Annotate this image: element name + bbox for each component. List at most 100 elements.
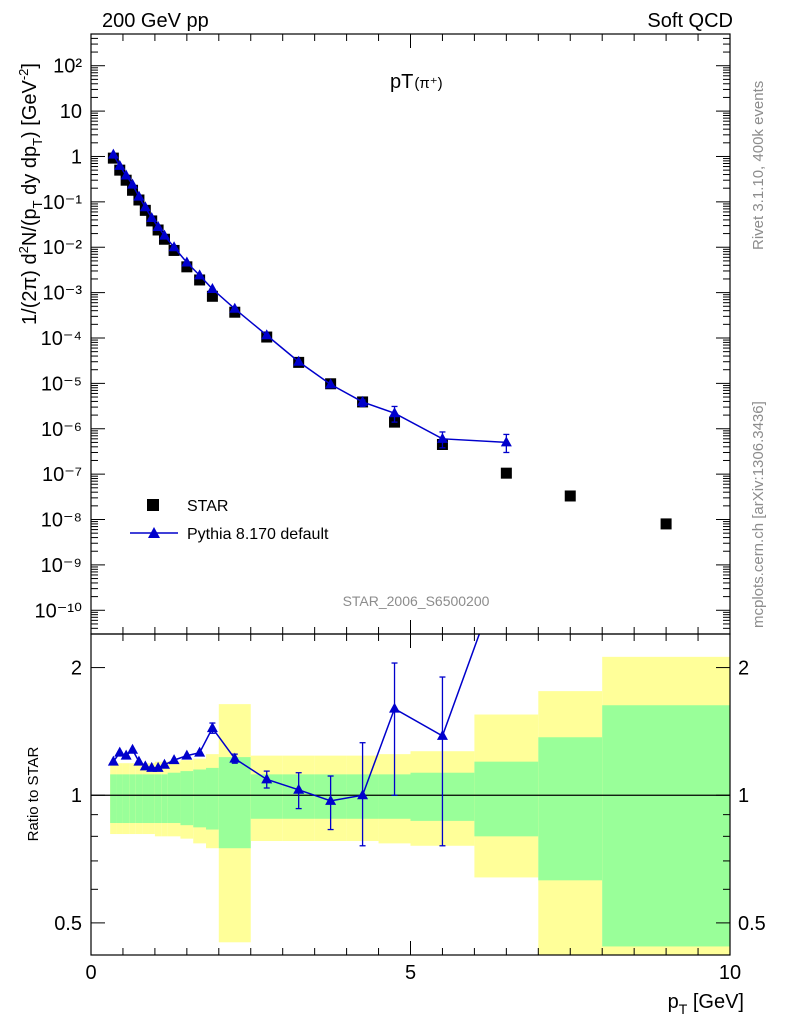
mcplots-info: mcplots.cern.ch [arXiv:1306.3436] (750, 401, 767, 628)
star-point (564, 490, 576, 502)
y-tick-label: 1 (71, 146, 82, 168)
ylabel-part: ) [GeV (19, 79, 41, 137)
band-inner (135, 774, 143, 824)
pythia-point (133, 190, 145, 201)
watermark: STAR_2006_S6500200 (343, 593, 490, 609)
xlabel-part: p (668, 991, 679, 1013)
ratio-point (120, 749, 132, 760)
band-inner (110, 774, 117, 824)
pythia-line (112, 154, 507, 444)
plot-title: pT(π⁺) (390, 71, 443, 93)
y-tick-label: 10⁻² (43, 237, 83, 259)
pythia-point (152, 220, 164, 231)
band-inner (129, 774, 136, 824)
xlabel-sub: T (679, 1001, 688, 1017)
y-tick-label: 10² (53, 56, 82, 78)
pythia-point (158, 229, 170, 240)
ratio-y-tick-label-left: 1 (71, 785, 82, 807)
band-inner (538, 737, 603, 881)
band-inner (218, 757, 251, 849)
y-tick-label: 10 (60, 101, 82, 123)
pythia-point (194, 269, 206, 280)
ratio-point (139, 760, 151, 771)
ratio-series (91, 553, 730, 847)
ylabel-sub: T (30, 200, 45, 208)
pythia-point (146, 212, 158, 223)
ylabel-sup: -2 (16, 69, 31, 81)
y-axis-label-ratio: Ratio to STAR (25, 746, 42, 841)
ylabel-part: ] (19, 63, 41, 69)
ratio-uncertainty-bands (110, 656, 730, 955)
pythia-point (261, 329, 273, 340)
ylabel-part: 1/(2π) d (19, 253, 41, 325)
star-point (181, 261, 193, 273)
ratio-point (206, 722, 218, 733)
pythia-point (206, 283, 218, 294)
band-inner (116, 774, 123, 824)
ratio-point (127, 743, 139, 754)
ratio-point (325, 794, 337, 805)
pythia-point (389, 407, 401, 418)
y-tick-label: 10⁻⁵ (41, 373, 82, 395)
ratio-y-tick-label-right: 2 (738, 658, 749, 680)
ylabel-sub: T (30, 138, 45, 146)
pythia-point (357, 395, 369, 406)
y-tick-label: 10⁻⁷ (42, 464, 82, 486)
band-inner (180, 771, 194, 826)
ratio-point (293, 783, 305, 794)
x-axis-label: pT [GeV] (668, 991, 744, 1017)
plot-title-sub: (π⁺) (414, 75, 442, 92)
ylabel-sup: 2 (16, 246, 31, 253)
y-tick-label: 10⁻³ (43, 283, 83, 305)
legend-marker-pythia (148, 527, 160, 538)
pythia-point (181, 256, 193, 267)
y-tick-label: 10⁻⁹ (41, 555, 82, 577)
ratio-point (389, 702, 401, 713)
pythia-point (500, 436, 512, 447)
ylabel-part: N/(p (19, 208, 41, 246)
ratio-point (158, 758, 170, 769)
legend: STAR Pythia 8.170 default (130, 498, 329, 543)
ratio-point (114, 746, 126, 757)
rivet-info: Rivet 3.1.10, 400k events (750, 81, 767, 250)
main-frame (90, 33, 731, 635)
x-tick-label: 5 (405, 962, 416, 984)
ratio-point (501, 553, 512, 563)
star-point (194, 274, 206, 286)
plot-title-main: pT (390, 71, 413, 93)
y-tick-label: 10⁻⁴ (41, 328, 82, 350)
main-series (107, 148, 672, 530)
star-point (120, 174, 132, 186)
pythia-point (127, 178, 139, 189)
band-inner (602, 705, 730, 947)
pythia-point (107, 148, 119, 159)
star-point (114, 164, 126, 176)
ylabel-part: dy dp (19, 146, 41, 200)
pythia-point (114, 159, 126, 170)
xlabel-part: [GeV] (687, 991, 744, 1013)
ratio-point (261, 773, 273, 784)
y-tick-label: 10⁻⁶ (41, 419, 82, 441)
legend-label-star: STAR (187, 498, 228, 515)
axes: 0 5 10 10⁻¹⁰ 10⁻⁹ 10⁻⁸ 10⁻⁷ 10⁻⁶ 10⁻⁵ 10⁻⁴ 10⁻³ 10⁻… (35, 33, 766, 984)
y-axis-label-main: 1/(2π) d2N/(pT dy dpT) [GeV-2] (16, 63, 45, 325)
pythia-point (436, 432, 448, 443)
ratio-point (194, 746, 206, 757)
ratio-y-tick-label-right: 1 (738, 785, 749, 807)
pythia-point (229, 302, 241, 313)
band-inner (193, 769, 207, 828)
pythia-point (293, 355, 305, 366)
x-tick-label: 10 (719, 962, 741, 984)
star-point (206, 290, 218, 302)
pythia-point (139, 201, 151, 212)
band-inner (206, 767, 219, 830)
ratio-point (181, 749, 193, 760)
band-inner (148, 774, 155, 824)
y-tick-label: 10⁻¹ (43, 192, 83, 214)
pythia-point (325, 378, 337, 389)
star-point (660, 518, 672, 530)
pythia-point (120, 169, 132, 180)
ratio-point (436, 729, 448, 740)
